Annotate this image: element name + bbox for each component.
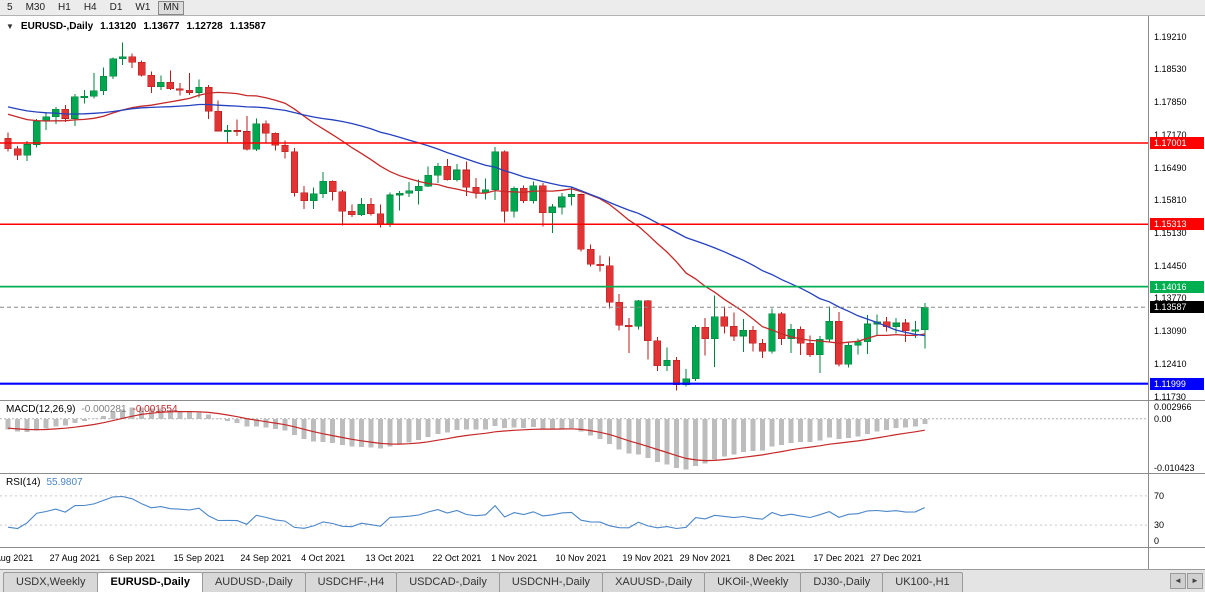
timeframe-d1-button[interactable]: D1 xyxy=(105,1,128,15)
chart-close-value: 1.13587 xyxy=(229,21,266,32)
price-tick-label: 1.15810 xyxy=(1154,195,1187,206)
macd-chart[interactable] xyxy=(0,401,1148,473)
date-tick-label: 1 Nov 2021 xyxy=(491,553,538,563)
tab-usdcad-daily[interactable]: USDCAD-,Daily xyxy=(396,572,500,592)
date-tick-label: 27 Dec 2021 xyxy=(870,553,922,563)
rsi-label: RSI(14) 55.9807 xyxy=(6,477,83,488)
time-axis[interactable]: 18 Aug 2021 27 Aug 2021 6 Sep 2021 15 Sep 2… xyxy=(0,548,1205,570)
date-tick-label: 22 Oct 2021 xyxy=(432,553,482,563)
rsi-axis-label: 0 xyxy=(1154,536,1160,546)
rsi-indicator-panel: RSI(14) 55.9807 70 30 0 xyxy=(0,474,1205,548)
macd-axis-label: 0.00 xyxy=(1154,413,1172,424)
price-tick-label: 1.13770 xyxy=(1154,293,1187,304)
date-tick-label: 27 Aug 2021 xyxy=(49,553,101,563)
price-tick-label: 1.18530 xyxy=(1154,64,1187,75)
timeframe-w1-button[interactable]: W1 xyxy=(130,1,155,15)
timeframe-mn-button[interactable]: MN xyxy=(158,0,184,15)
price-line-badge[interactable]: 1.14016 xyxy=(1150,280,1204,293)
timeframe-toolbar: 5 M30 H1 H4 D1 W1 MN xyxy=(0,0,1205,16)
rsi-line xyxy=(7,495,926,530)
timeframe-h4-button[interactable]: H4 xyxy=(79,1,102,15)
price-tick-label: 1.12410 xyxy=(1154,358,1187,369)
date-tick-label: 13 Oct 2021 xyxy=(365,553,415,563)
tab-dj30-daily[interactable]: DJ30-,Daily xyxy=(800,572,884,592)
date-tick-label: 19 Nov 2021 xyxy=(622,553,674,563)
date-tick-label: 8 Dec 2021 xyxy=(748,553,796,563)
macd-axis-label: 0.002966 xyxy=(1154,402,1192,412)
chart-low-value: 1.12728 xyxy=(186,21,223,32)
price-line-badge[interactable]: 1.17001 xyxy=(1150,136,1204,149)
price-line-badge[interactable]: 1.15313 xyxy=(1150,218,1204,231)
price-tick-label: 1.16490 xyxy=(1154,162,1187,173)
tab-audusd-daily[interactable]: AUDUSD-,Daily xyxy=(201,572,306,592)
tabs-scroll-left-button[interactable]: ◄ xyxy=(1170,573,1186,589)
tab-usdx-weekly[interactable]: USDX,Weekly xyxy=(3,572,99,592)
tab-xauusd-daily[interactable]: XAUUSD-,Daily xyxy=(602,572,706,592)
rsi-value: 55.9807 xyxy=(46,477,83,488)
macd-label: MACD(12,26,9) -0.000281 -0.001554 xyxy=(6,404,178,415)
chart-open-value: 1.13120 xyxy=(100,21,137,32)
chart-tabs-bar: USDX,Weekly EURUSD-,Daily AUDUSD-,Daily … xyxy=(0,570,1205,592)
price-tick-label: 1.14450 xyxy=(1154,260,1187,271)
moving-average-20-line xyxy=(7,91,925,344)
tabs-scrollbar: ◄ ► xyxy=(1170,573,1203,589)
rsi-axis-label: 70 xyxy=(1154,490,1165,501)
date-tick-label: 24 Sep 2021 xyxy=(240,553,292,563)
date-tick-label: 18 Aug 2021 xyxy=(0,553,34,563)
date-tick-label: 10 Nov 2021 xyxy=(555,553,607,563)
candles-layer xyxy=(4,42,929,391)
price-tick-label: 1.17850 xyxy=(1154,97,1187,108)
date-tick-label: 6 Sep 2021 xyxy=(109,553,156,563)
tab-usdchf-h4[interactable]: USDCHF-,H4 xyxy=(304,572,398,592)
candlestick-chart[interactable] xyxy=(0,16,1148,400)
timeframe-m30-button[interactable]: M30 xyxy=(21,1,50,15)
price-axis[interactable]: 1.19210 1.18530 1.17850 1.17170 1.16490 1.158… xyxy=(1148,16,1205,402)
price-chart-panel: ▼ EURUSD-,Daily 1.13120 1.13677 1.12728 … xyxy=(0,16,1205,402)
tab-uk100-h1[interactable]: UK100-,H1 xyxy=(882,572,963,592)
chart-high-value: 1.13677 xyxy=(143,21,180,32)
axis-divider xyxy=(1148,548,1149,569)
tabs-scroll-right-button[interactable]: ► xyxy=(1187,573,1203,589)
timeframe-m5-button[interactable]: 5 xyxy=(2,1,18,15)
price-tick-label: 1.13090 xyxy=(1154,326,1187,337)
price-line-badge[interactable]: 1.11999 xyxy=(1150,377,1204,390)
tab-usdcnh-daily[interactable]: USDCNH-,Daily xyxy=(498,572,604,592)
macd-axis-label: -0.010423 xyxy=(1154,463,1195,473)
date-tick-label: 29 Nov 2021 xyxy=(679,553,731,563)
macd-settings-label: MACD(12,26,9) xyxy=(6,404,76,415)
current-price-badge: 1.13587 xyxy=(1150,301,1204,314)
macd-indicator-panel: MACD(12,26,9) -0.000281 -0.001554 0.0029… xyxy=(0,401,1205,474)
tab-ukoil-weekly[interactable]: UKOil-,Weekly xyxy=(704,572,802,592)
price-tick-label: 1.17170 xyxy=(1154,129,1187,140)
tab-eurusd-daily[interactable]: EURUSD-,Daily xyxy=(97,572,203,592)
macd-histogram xyxy=(5,407,928,470)
date-tick-label: 17 Dec 2021 xyxy=(813,553,865,563)
macd-axis[interactable]: 0.002966 0.00 -0.010423 xyxy=(1148,401,1205,473)
date-tick-label: 4 Oct 2021 xyxy=(301,553,346,563)
macd-main-value: -0.000281 xyxy=(81,404,127,415)
chart-dropdown-icon[interactable]: ▼ xyxy=(6,22,14,31)
price-tick-label: 1.19210 xyxy=(1154,31,1187,42)
rsi-settings-label: RSI(14) xyxy=(6,477,41,488)
rsi-axis-label: 30 xyxy=(1154,520,1165,531)
chart-title: ▼ EURUSD-,Daily 1.13120 1.13677 1.12728 … xyxy=(6,21,266,32)
chart-symbol-label: EURUSD-,Daily xyxy=(20,21,94,32)
price-tick-label: 1.15130 xyxy=(1154,228,1187,239)
date-tick-label: 15 Sep 2021 xyxy=(173,553,225,563)
macd-signal-line xyxy=(7,411,925,462)
price-tick-label: 1.11730 xyxy=(1154,391,1186,402)
rsi-axis[interactable]: 70 30 0 xyxy=(1148,474,1205,547)
rsi-chart[interactable] xyxy=(0,474,1148,547)
moving-average-34-line xyxy=(7,103,925,337)
timeframe-h1-button[interactable]: H1 xyxy=(53,1,76,15)
macd-signal-value: -0.001554 xyxy=(132,404,178,415)
